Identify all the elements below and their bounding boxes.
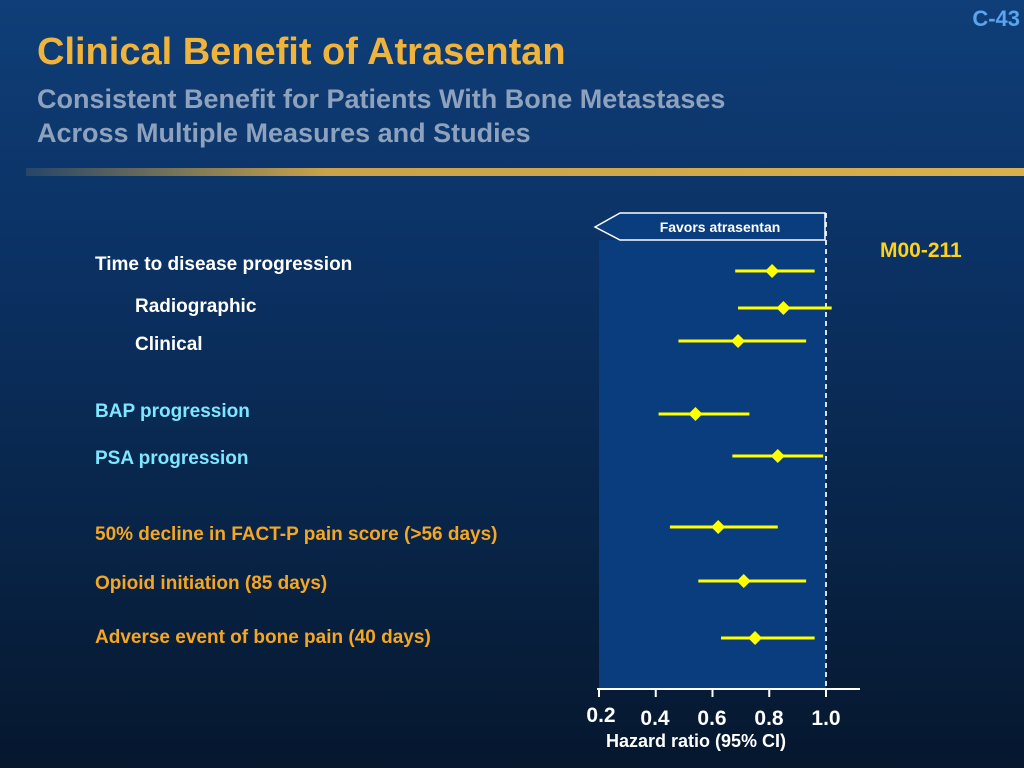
subtitle-line-2: Across Multiple Measures and Studies xyxy=(37,118,531,148)
x-axis-label: Hazard ratio (95% CI) xyxy=(606,731,787,751)
slide-title: Clinical Benefit of Atrasentan xyxy=(37,31,566,73)
hazard-ratio-marker xyxy=(711,520,726,534)
hazard-ratio-marker xyxy=(688,407,703,421)
row-label-clinical: Clinical xyxy=(135,334,203,355)
hazard-ratio-marker xyxy=(731,334,746,348)
row-label-bap-progression: BAP progression xyxy=(95,401,250,422)
study-label: M00-211 xyxy=(880,239,962,262)
hazard-ratio-marker xyxy=(748,631,763,645)
forest-rows xyxy=(658,264,832,645)
hazard-ratio-marker xyxy=(776,301,791,315)
x-tick-label: 0.8 xyxy=(754,707,784,730)
row-label-time-to-progression: Time to disease progression xyxy=(95,254,353,275)
row-label-radiographic: Radiographic xyxy=(135,296,257,317)
subtitle-line-1: Consistent Benefit for Patients With Bon… xyxy=(37,84,726,114)
hazard-ratio-marker xyxy=(765,264,780,278)
slide-number: C-43 xyxy=(972,6,1020,31)
x-tick-label: 1.0 xyxy=(811,707,840,730)
x-axis-ticks: 0.2 0.4 0.6 0.8 1.0 xyxy=(586,689,841,730)
row-label-psa-progression: PSA progression xyxy=(95,448,249,469)
title-divider xyxy=(26,168,1024,176)
row-label-opioid-initiation: Opioid initiation (85 days) xyxy=(95,573,328,594)
hazard-ratio-marker xyxy=(736,574,751,588)
slide-subtitle: Consistent Benefit for Patients With Bon… xyxy=(37,82,725,150)
x-tick-label: 0.6 xyxy=(697,707,726,730)
row-label-bone-pain: Adverse event of bone pain (40 days) xyxy=(95,627,431,648)
plot-panel xyxy=(599,240,826,689)
favors-label: Favors atrasentan xyxy=(660,219,781,235)
x-tick-label: 0.2 xyxy=(586,704,615,727)
favors-arrow-box xyxy=(593,212,826,241)
hazard-ratio-marker xyxy=(770,449,785,463)
x-tick-label: 0.4 xyxy=(640,707,670,730)
row-label-fact-p-pain: 50% decline in FACT-P pain score (>56 da… xyxy=(95,524,498,545)
